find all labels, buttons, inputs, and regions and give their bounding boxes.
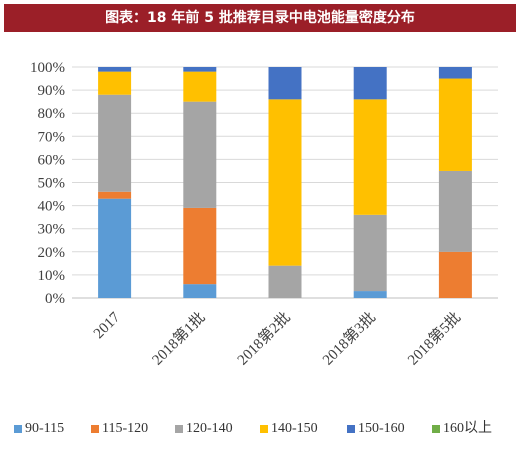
legend-swatch: [14, 425, 22, 433]
legend-label: 140-150: [271, 421, 318, 436]
bar-stack: [183, 67, 217, 298]
bar-segment: [183, 207, 217, 285]
bar-segment: [183, 67, 217, 72]
legend-label: 115-120: [102, 421, 149, 436]
x-tick-label: 2017: [91, 309, 124, 342]
y-axis: 0% 10% 20% 30% 40% 50% 60% 70% 80% 90% 100%: [30, 60, 65, 307]
legend-label: 120-140: [186, 421, 233, 436]
x-tick-label: 2018第5批: [404, 308, 464, 368]
y-tick-label: 60%: [38, 152, 66, 168]
y-tick-label: 10%: [38, 268, 66, 284]
y-tick-label: 40%: [38, 199, 66, 215]
chart-title: 图表：18 年前 5 批推荐目录中电池能量密度分布: [4, 4, 516, 32]
x-tick-label: 2018第1批: [148, 308, 208, 368]
legend-swatch: [432, 425, 440, 433]
bar-segment: [268, 67, 302, 100]
legend-swatch: [175, 425, 183, 433]
bar-stack: [98, 67, 132, 298]
bar-segment: [268, 265, 302, 298]
bar-segment: [353, 214, 387, 292]
bar-segment: [98, 67, 132, 72]
y-tick-label: 100%: [30, 60, 65, 76]
legend-swatch: [347, 425, 355, 433]
x-tick-label: 2018第3批: [319, 308, 379, 368]
bar-segment: [98, 94, 132, 192]
bar-segment: [438, 78, 472, 171]
bar-stack: [353, 67, 387, 298]
bars: [98, 67, 472, 298]
bar-segment: [438, 67, 472, 79]
bar-segment: [353, 291, 387, 298]
x-tick-label: 2018第2批: [233, 308, 293, 368]
bar-stack: [438, 67, 472, 298]
bar-segment: [183, 71, 217, 102]
bar-segment: [98, 198, 132, 298]
bar-segment: [438, 251, 472, 298]
x-axis: 2017 2018第1批 2018第2批 2018第3批 2018第5批: [91, 308, 464, 368]
bar-segment: [183, 284, 217, 298]
legend-label: 150-160: [358, 421, 405, 436]
y-tick-label: 80%: [38, 106, 66, 122]
bar-segment: [183, 101, 217, 208]
y-tick-label: 70%: [38, 129, 66, 145]
legend: 90-115 115-120 120-140 140-150 150-160 160以上: [14, 418, 514, 440]
bar-segment: [98, 191, 132, 199]
y-tick-label: 0%: [45, 291, 65, 307]
y-tick-label: 20%: [38, 245, 66, 261]
bar-segment: [353, 99, 387, 215]
y-tick-label: 90%: [38, 83, 66, 99]
y-tick-label: 50%: [38, 176, 66, 192]
legend-label: 90-115: [25, 421, 65, 436]
bar-segment: [268, 99, 302, 266]
y-tick-label: 30%: [38, 222, 66, 238]
legend-swatch: [91, 425, 99, 433]
legend-label: 160以上: [443, 421, 492, 436]
bar-segment: [98, 71, 132, 95]
bar-segment: [353, 67, 387, 100]
bar-segment: [438, 170, 472, 252]
legend-swatch: [260, 425, 268, 433]
bar-stack: [268, 67, 302, 298]
